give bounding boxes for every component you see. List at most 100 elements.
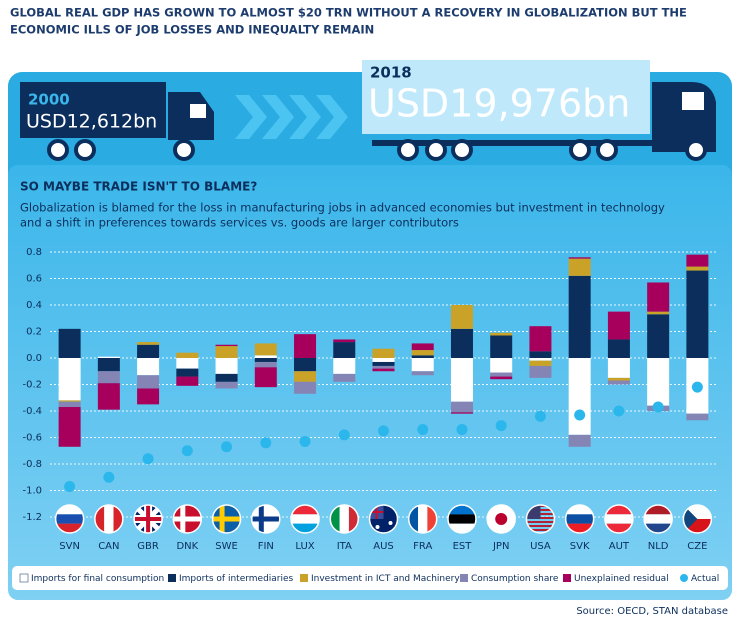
flag — [447, 505, 476, 533]
flag — [604, 505, 633, 533]
bar-segment — [529, 358, 552, 361]
legend-label: Imports of intermediaries — [179, 574, 294, 584]
flag-part — [418, 505, 428, 533]
actual-dot — [456, 424, 468, 436]
bar-segment — [215, 358, 238, 374]
actual-dot — [534, 410, 546, 422]
actual-dot — [574, 409, 586, 421]
flag-border — [407, 504, 438, 534]
bar-segment — [58, 400, 81, 402]
actual-dot — [181, 445, 193, 457]
flag-part — [565, 505, 594, 515]
legend-label: Imports for final consumption — [31, 574, 164, 584]
flag-part — [526, 525, 555, 527]
bar-segment — [333, 342, 356, 358]
y-tick-label: -0.4 — [22, 406, 42, 417]
y-tick-label: 0.4 — [26, 300, 42, 311]
trailer — [372, 140, 652, 146]
flag-part — [408, 505, 419, 533]
bar-segment — [294, 371, 317, 382]
flag-part — [683, 505, 698, 533]
x-tick-label: ITA — [337, 541, 352, 552]
flag-part — [526, 529, 555, 531]
actual-dot — [299, 435, 311, 447]
legend-label: Actual — [691, 574, 719, 584]
flag — [330, 505, 359, 533]
arrows — [235, 95, 348, 139]
actual-dot — [378, 425, 389, 437]
chart-title: SO MAYBE TRADE ISN'T TO BLAME? — [20, 180, 257, 194]
bar-segment — [607, 380, 630, 385]
flag-part — [427, 505, 437, 533]
flag-border — [486, 504, 516, 534]
bar-segment — [411, 371, 434, 376]
flag — [134, 505, 163, 533]
flag — [251, 505, 280, 533]
bar-segment — [97, 356, 120, 358]
flag-part — [104, 505, 114, 533]
x-tick-label: DNK — [176, 541, 198, 552]
legend-swatch — [680, 574, 688, 582]
flag-border — [329, 504, 360, 534]
flag — [644, 505, 673, 533]
flag — [487, 505, 516, 533]
flag-border — [368, 504, 399, 534]
bar-segment — [686, 270, 709, 358]
actual-dot — [260, 437, 272, 449]
flag-border — [643, 504, 673, 534]
bar-segment — [215, 381, 238, 389]
actual-dot — [221, 441, 233, 453]
x-tick-label: USA — [530, 541, 551, 552]
bar-segment — [568, 257, 591, 259]
legend — [12, 566, 728, 590]
flag-border — [604, 504, 634, 534]
legend-swatch — [300, 574, 308, 582]
actual-dot — [691, 381, 703, 393]
truck-window — [682, 92, 704, 110]
bar-segment — [137, 358, 160, 376]
bar-segment — [176, 358, 199, 369]
y-tick-label: -0.6 — [22, 433, 42, 444]
flag-border — [251, 504, 281, 534]
bar-segment — [529, 365, 552, 378]
bar-segment — [450, 358, 473, 402]
bar-segment — [686, 413, 709, 421]
y-tick-label: 0.0 — [26, 353, 42, 364]
actual-dot — [338, 429, 350, 441]
wheels — [397, 139, 707, 161]
bar-segment — [411, 343, 434, 351]
bar-segment — [490, 332, 513, 336]
flag-border — [54, 504, 85, 534]
bar-segment — [647, 358, 670, 406]
truck-box — [20, 82, 166, 138]
bar-segment — [254, 367, 277, 388]
flag-border — [290, 504, 320, 534]
bar-segment — [176, 352, 199, 358]
bar-segment — [529, 360, 552, 366]
flag-part — [565, 523, 594, 533]
x-tick-label: AUS — [373, 541, 394, 552]
flag — [291, 505, 320, 533]
flag-part — [55, 523, 84, 533]
bar-segment — [58, 358, 81, 401]
flag-part — [330, 505, 340, 533]
flag-part — [348, 505, 359, 533]
bar-segment — [490, 358, 513, 373]
bar-segment — [568, 258, 591, 276]
flag-border — [211, 504, 242, 534]
flag-part — [212, 516, 241, 522]
chart-panel — [8, 165, 732, 600]
y-tick-label: -0.8 — [22, 459, 42, 470]
flag-part — [604, 514, 633, 524]
actual-dot — [613, 405, 625, 417]
y-tick-label: -1.2 — [22, 512, 42, 523]
bar-segment — [686, 254, 709, 267]
y-tick-label: 0.2 — [26, 327, 42, 338]
bar-segment — [333, 373, 356, 382]
x-tick-label: AUT — [609, 541, 630, 552]
flag-border — [172, 504, 203, 534]
x-tick-label: GBR — [137, 541, 159, 552]
x-tick-label: NLD — [648, 541, 669, 552]
flag-part — [604, 523, 633, 533]
flag-part — [447, 505, 476, 515]
